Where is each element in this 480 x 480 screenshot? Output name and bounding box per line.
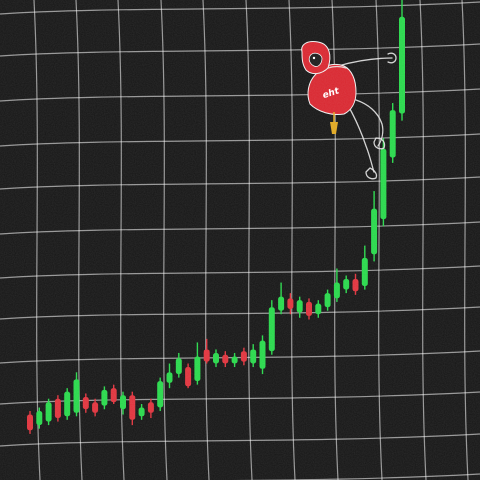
illustration-canvas: eht (0, 0, 480, 480)
film-grain (0, 0, 480, 480)
chart-illustration: eht (0, 0, 480, 480)
